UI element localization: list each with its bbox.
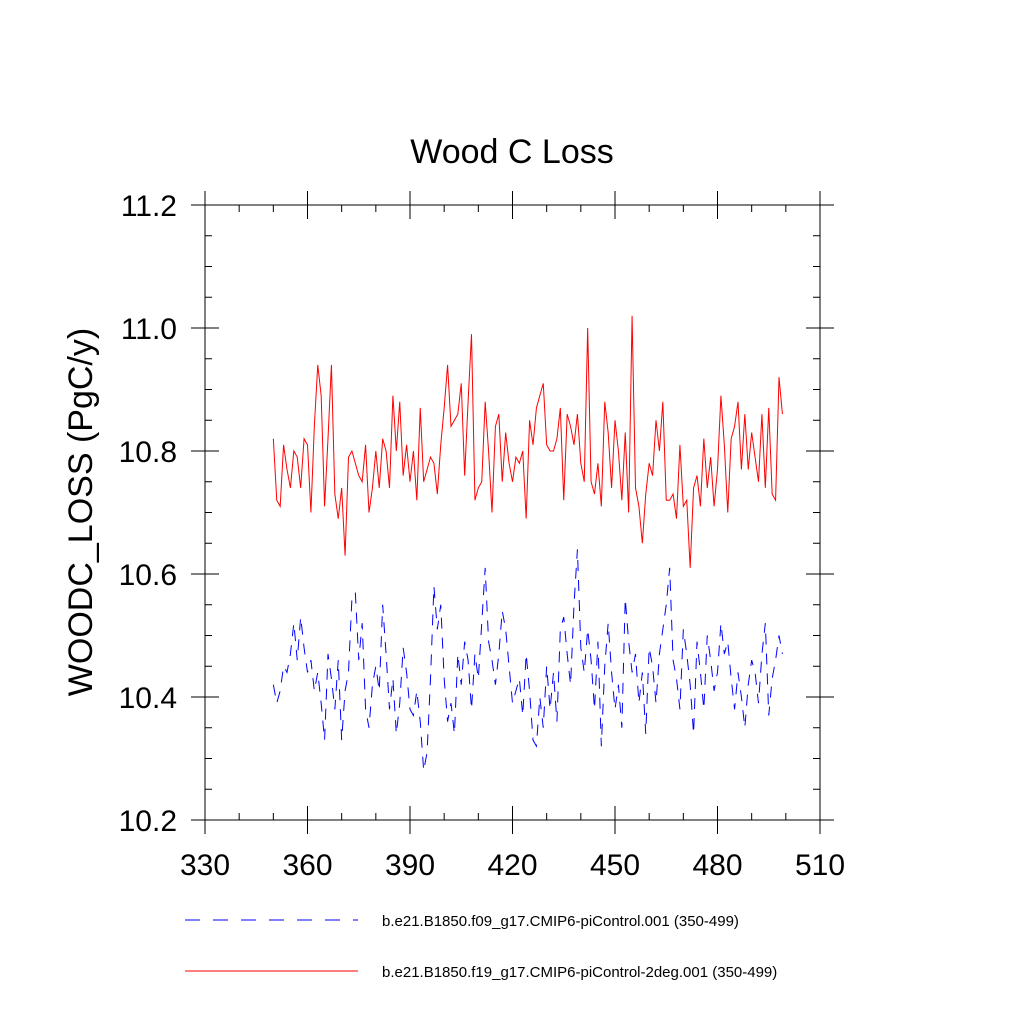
y-tick-label: 11.2 [121,190,177,223]
legend-label-2: b.e21.B1850.f19_g17.CMIP6-piControl-2deg… [382,964,777,981]
x-tick-label: 330 [180,849,230,882]
y-axis-label: WOODC_LOSS (PgC/y) [62,328,100,696]
series-line-1 [272,549,783,771]
chart-title: Wood C Loss [410,133,613,171]
x-axis-ticks: 330 360 390 420 450 480 510 [180,191,845,882]
y-tick-label: 10.8 [119,436,177,469]
y-tick-label: 10.2 [119,805,177,838]
x-tick-label: 510 [795,849,845,882]
y-tick-label: 10.4 [119,682,177,715]
series-line-2 [272,315,783,568]
y-tick-label: 11.0 [121,313,177,346]
x-tick-label: 390 [385,849,435,882]
legend-label-1: b.e21.B1850.f09_g17.CMIP6-piControl.001 … [382,913,739,930]
x-tick-label: 450 [590,849,640,882]
y-axis-ticks: 10.2 10.4 10.6 10.8 11.0 11.2 [119,190,834,838]
y-tick-label: 10.6 [119,559,177,592]
series-layer [272,315,783,771]
x-tick-label: 360 [282,849,332,882]
legend: b.e21.B1850.f09_g17.CMIP6-piControl.001 … [185,913,777,981]
x-tick-label: 480 [692,849,742,882]
x-tick-label: 420 [487,849,537,882]
